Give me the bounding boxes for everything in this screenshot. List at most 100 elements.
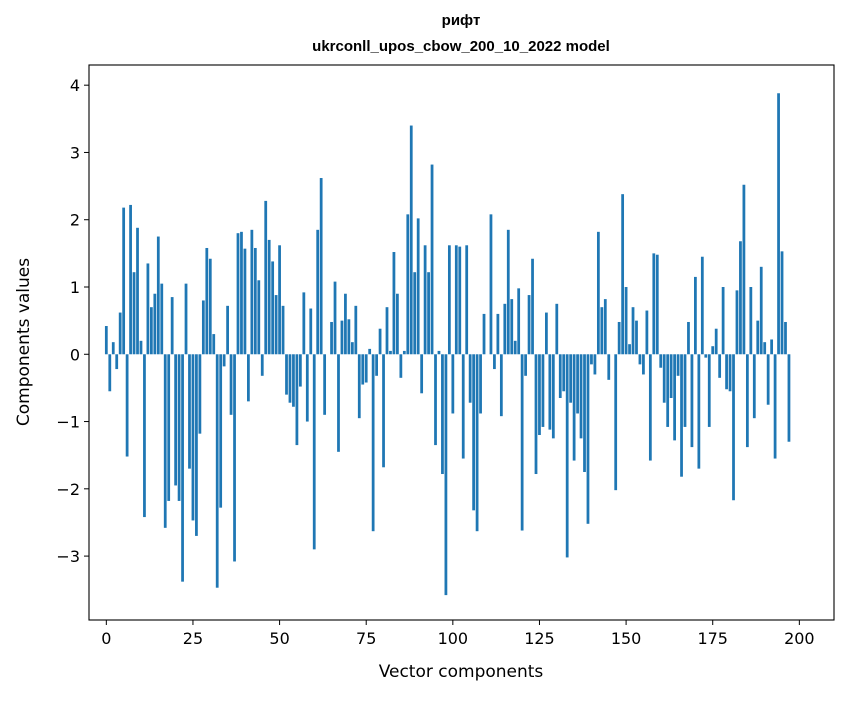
bar (399, 354, 402, 378)
bar (171, 297, 174, 354)
y-tick-label: 1 (70, 278, 80, 297)
bar (538, 354, 541, 435)
bar (559, 354, 562, 398)
bar (569, 354, 572, 402)
x-tick-label: 100 (438, 629, 469, 648)
bar (129, 205, 132, 354)
bar (195, 354, 198, 536)
bar (781, 251, 784, 354)
bar (244, 249, 247, 355)
bar (552, 354, 555, 438)
bar (621, 194, 624, 354)
x-tick-label: 25 (183, 629, 203, 648)
bar (496, 314, 499, 354)
bar (386, 307, 389, 354)
bar (469, 354, 472, 402)
bar (219, 354, 222, 507)
bar (614, 354, 617, 490)
bar (438, 351, 441, 354)
bar (302, 292, 305, 354)
bar (749, 287, 752, 354)
bar (500, 354, 503, 416)
bar (282, 306, 285, 354)
bar (490, 214, 493, 354)
x-tick-label: 125 (524, 629, 555, 648)
bar (126, 354, 129, 456)
bar (309, 309, 312, 355)
bar (743, 185, 746, 355)
bar (784, 322, 787, 354)
bar (639, 354, 642, 364)
bar (704, 354, 707, 357)
bar (476, 354, 479, 531)
bar (261, 354, 264, 376)
bar (320, 178, 323, 354)
bar (562, 354, 565, 391)
bar (514, 341, 517, 354)
chart-title-line-1: рифт (442, 12, 481, 29)
bar (368, 349, 371, 354)
y-axis-label: Components values (14, 258, 34, 426)
bar (587, 354, 590, 524)
bar (226, 306, 229, 354)
bar (701, 257, 704, 355)
bar (756, 321, 759, 355)
bar (271, 261, 274, 354)
bar (379, 329, 382, 355)
bar (133, 272, 136, 354)
x-tick-label: 75 (356, 629, 376, 648)
bar (143, 354, 146, 517)
bar (462, 354, 465, 458)
bar (739, 241, 742, 354)
bar (406, 214, 409, 354)
bar (351, 342, 354, 354)
bar (337, 354, 340, 452)
bar (334, 282, 337, 355)
bar (153, 294, 156, 355)
bar (725, 354, 728, 389)
bar (306, 354, 309, 421)
bar (264, 201, 267, 354)
bar (188, 354, 191, 468)
bar (316, 230, 319, 354)
bar (555, 304, 558, 354)
bar (455, 245, 458, 354)
bar (548, 354, 551, 429)
bar (604, 299, 607, 354)
y-tick-label: −2 (56, 480, 80, 499)
bar (493, 354, 496, 369)
bar (164, 354, 167, 528)
bar (403, 351, 406, 354)
bar (216, 354, 219, 587)
bar (472, 354, 475, 510)
y-tick-label: −1 (56, 413, 80, 432)
bar (150, 307, 153, 354)
bar (694, 277, 697, 354)
bar (753, 354, 756, 418)
bar (697, 354, 700, 468)
bar (566, 354, 569, 557)
bar (365, 354, 368, 382)
y-tick-label: 0 (70, 345, 80, 364)
bar (656, 255, 659, 355)
bar-series (105, 93, 790, 595)
y-tick-label: −3 (56, 547, 80, 566)
bar (122, 208, 125, 355)
bar (767, 354, 770, 404)
bar (528, 295, 531, 354)
bar (777, 93, 780, 354)
chart-title-line-2: ukrconll_upos_cbow_200_10_2022 model (312, 38, 610, 55)
bar (434, 354, 437, 445)
bar (715, 329, 718, 355)
bar (198, 354, 201, 433)
bar (108, 354, 111, 391)
bar (635, 321, 638, 355)
bar (257, 280, 260, 354)
bar (594, 354, 597, 374)
bar (115, 354, 118, 369)
bar (250, 230, 253, 354)
x-tick-label: 175 (697, 629, 728, 648)
bar (160, 284, 163, 355)
bar (760, 267, 763, 354)
bar (531, 259, 534, 355)
